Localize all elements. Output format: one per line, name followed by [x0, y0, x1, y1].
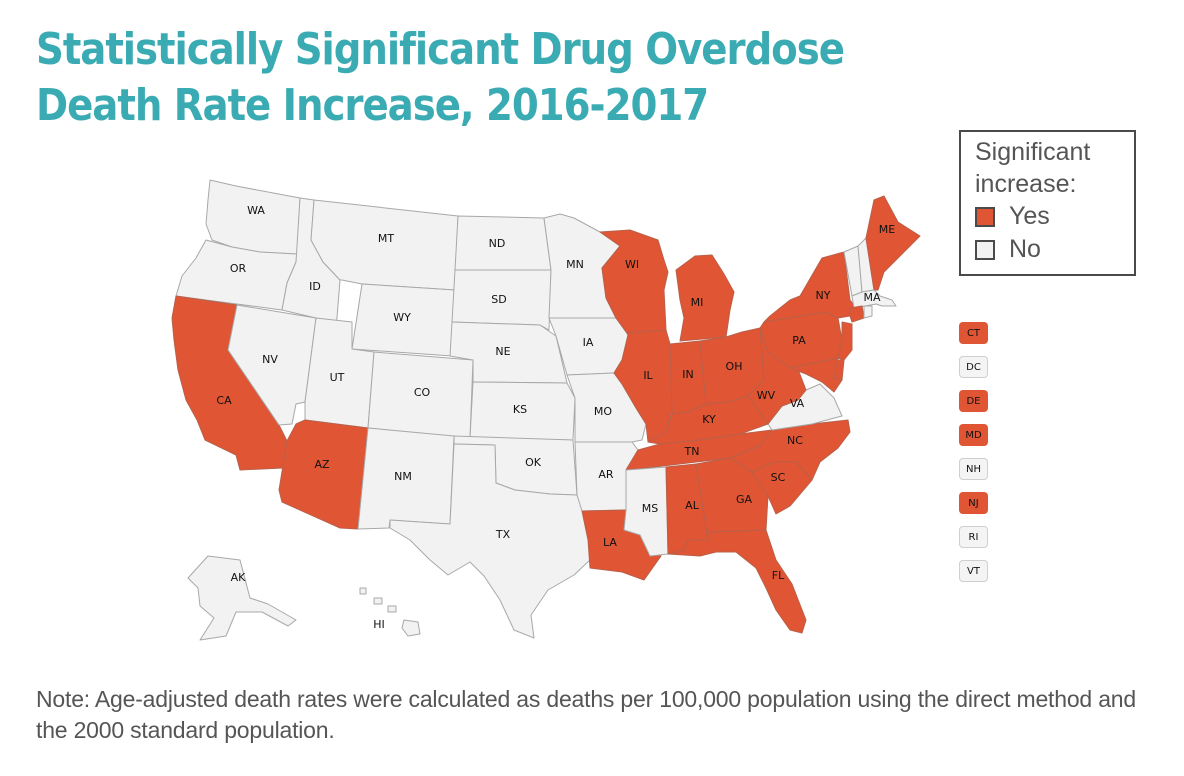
legend-item-yes: Yes [975, 200, 1134, 233]
state-label-wa: WA [247, 204, 265, 217]
state-label-nv: NV [262, 353, 278, 366]
state-label-fl: FL [772, 569, 785, 582]
state-ny[interactable] [763, 251, 859, 323]
state-label-id: ID [309, 280, 321, 293]
state-label-mn: MN [566, 258, 584, 271]
state-label-ny: NY [816, 289, 831, 302]
state-label-me: ME [879, 223, 895, 236]
state-label-ks: KS [513, 403, 527, 416]
state-label-ok: OK [525, 456, 542, 469]
state-me[interactable] [865, 195, 921, 291]
state-label-wy: WY [393, 311, 411, 324]
state-label-wv: WV [757, 389, 776, 402]
state-label-ak: AK [231, 571, 247, 584]
state-label-nd: ND [489, 237, 506, 250]
footnote: Note: Age-adjusted death rates were calc… [36, 686, 1136, 743]
state-label-la: LA [603, 536, 617, 549]
state-label-ne: NE [495, 345, 510, 358]
legend-swatch-no [975, 239, 995, 260]
state-label-co: CO [414, 386, 431, 399]
state-label-pa: PA [792, 334, 806, 347]
state-label-ms: MS [642, 502, 658, 515]
state-label-tn: TN [684, 445, 700, 458]
state-label-ky: KY [702, 413, 716, 426]
small-state-badge-nj[interactable]: NJ [959, 492, 988, 514]
small-state-badge-nh[interactable]: NH [959, 458, 988, 480]
small-states-list: CT DC DE MD NH NJ RI VT [959, 322, 991, 594]
state-label-mo: MO [594, 405, 612, 418]
legend-label-no: No [1009, 235, 1041, 263]
state-label-mi: MI [691, 296, 704, 309]
state-mi[interactable] [675, 254, 735, 342]
state-label-in: IN [682, 368, 693, 381]
state-ct[interactable] [849, 305, 865, 323]
legend-title-line-2: increase: [975, 170, 1077, 198]
state-label-nm: NM [394, 470, 412, 483]
small-state-badge-vt[interactable]: VT [959, 560, 988, 582]
state-ri[interactable] [863, 305, 873, 319]
state-label-ma: MA [863, 291, 880, 304]
state-label-mt: MT [378, 232, 394, 245]
state-label-ga: GA [736, 493, 753, 506]
state-label-hi: HI [373, 618, 385, 631]
small-state-badge-md[interactable]: MD [959, 424, 988, 446]
state-label-wi: WI [625, 258, 639, 271]
state-tx[interactable] [389, 443, 591, 639]
small-state-badge-dc[interactable]: DC [959, 356, 988, 378]
state-ak[interactable] [187, 555, 297, 641]
state-label-ia: IA [583, 336, 594, 349]
state-label-va: VA [790, 397, 805, 410]
map-title: Statistically Significant Drug Overdose … [36, 22, 845, 134]
state-labels-layer: WA OR CA NV ID MT WY UT AZ CO NM ND SD NE KS OK TX MN IA MO… [216, 204, 895, 631]
state-fl[interactable] [667, 529, 807, 634]
legend-swatch-yes [975, 206, 995, 227]
legend-item-no: No [975, 233, 1134, 266]
states-layer [171, 179, 921, 641]
state-label-az: AZ [314, 458, 330, 471]
state-label-or: OR [230, 262, 247, 275]
legend-label-yes: Yes [1009, 202, 1050, 230]
state-label-oh: OH [726, 360, 743, 373]
state-label-sc: SC [771, 471, 786, 484]
state-md[interactable] [789, 357, 843, 393]
state-wa[interactable] [205, 179, 301, 255]
state-label-ut: UT [330, 371, 345, 384]
state-label-ar: AR [598, 468, 614, 481]
state-label-tx: TX [495, 528, 511, 541]
map-title-line-2: Death Rate Increase, 2016-2017 [36, 80, 709, 131]
state-label-al: AL [685, 499, 700, 512]
state-ks[interactable] [469, 381, 576, 441]
state-label-il: IL [643, 369, 653, 382]
state-hi[interactable] [359, 587, 421, 637]
map-title-line-1: Statistically Significant Drug Overdose [36, 24, 845, 75]
state-label-nc: NC [787, 434, 803, 447]
state-label-sd: SD [491, 293, 506, 306]
small-state-badge-ct[interactable]: CT [959, 322, 988, 344]
state-az[interactable] [278, 419, 369, 530]
legend-title-line-1: Significant [975, 138, 1091, 166]
legend: Significant increase: Yes No [959, 130, 1136, 276]
state-label-ca: CA [216, 394, 232, 407]
small-state-badge-ri[interactable]: RI [959, 526, 988, 548]
small-state-badge-de[interactable]: DE [959, 390, 988, 412]
